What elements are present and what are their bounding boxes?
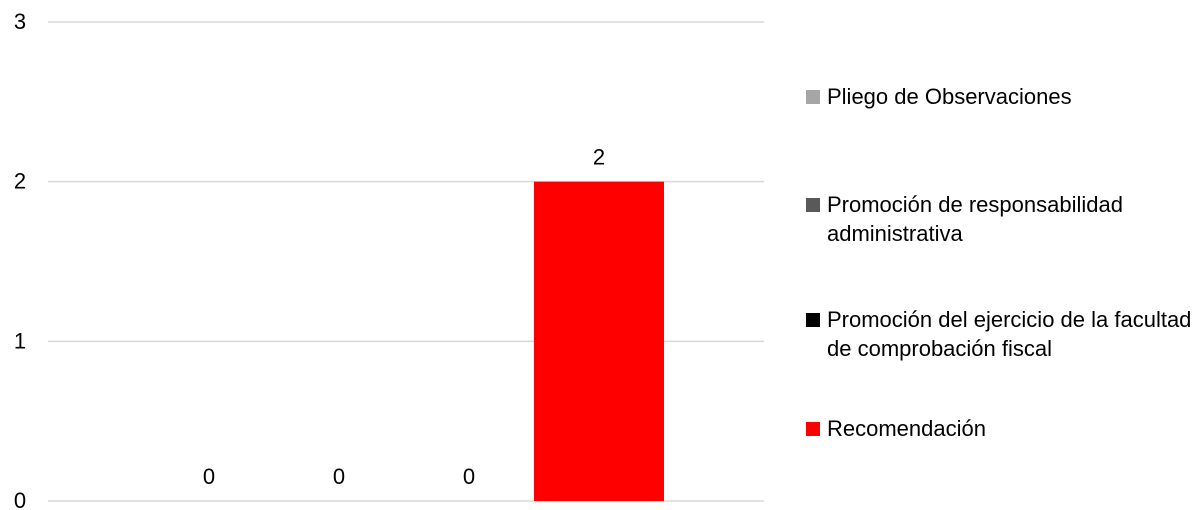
legend-label: Recomendación — [827, 416, 986, 441]
legend-label: Promoción del ejercicio de la facultad d… — [827, 307, 1192, 361]
data-label: 0 — [463, 464, 475, 489]
legend-swatch — [806, 313, 820, 327]
data-label: 0 — [203, 464, 215, 489]
legend-swatch — [806, 422, 820, 436]
data-label: 0 — [333, 464, 345, 489]
legend: Pliego de Observaciones Promoción de resp… — [806, 0, 1196, 510]
legend-item: Recomendación — [806, 414, 1196, 443]
legend-swatch — [806, 90, 820, 104]
y-tick-label: 1 — [14, 328, 26, 353]
legend-label: Promoción de responsabilidad administrat… — [827, 192, 1123, 246]
legend-item: Promoción del ejercicio de la facultad d… — [806, 305, 1196, 363]
bar — [534, 181, 664, 501]
plot-area: 0 1 2 3 0 0 0 2 — [14, 9, 764, 510]
legend-swatch — [806, 198, 820, 212]
y-tick-label: 0 — [14, 488, 26, 510]
y-tick-label: 3 — [14, 9, 26, 34]
data-label: 2 — [593, 145, 605, 170]
legend-item: Pliego de Observaciones — [806, 82, 1196, 111]
legend-label: Pliego de Observaciones — [827, 84, 1072, 109]
y-tick-label: 2 — [14, 169, 26, 194]
legend-item: Promoción de responsabilidad administrat… — [806, 190, 1196, 248]
